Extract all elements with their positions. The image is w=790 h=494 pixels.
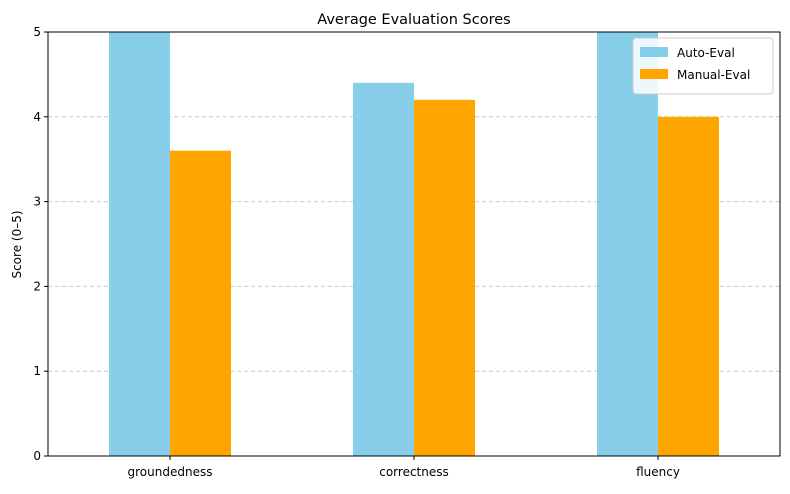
legend-swatch-auto-eval [640, 47, 668, 57]
bar-manual-eval-fluency [658, 116, 719, 457]
x-tick-label: correctness [379, 465, 449, 479]
y-tick-label: 2 [33, 279, 41, 293]
bar-auto-eval-groundedness [109, 32, 170, 456]
bar-auto-eval-correctness [353, 82, 414, 456]
chart-title: Average Evaluation Scores [317, 12, 510, 28]
y-tick-label: 3 [33, 195, 41, 209]
y-tick-label: 5 [33, 25, 41, 39]
bar-manual-eval-correctness [414, 99, 475, 456]
legend-label-auto-eval: Auto-Eval [677, 46, 735, 60]
bars [109, 32, 719, 457]
x-tick-label: groundedness [128, 465, 213, 479]
y-tick-label: 1 [33, 364, 41, 378]
legend-label-manual-eval: Manual-Eval [677, 68, 750, 82]
y-axis-label: Score (0–5) [10, 210, 24, 278]
bar-manual-eval-groundedness [170, 150, 231, 456]
x-tick-label: fluency [636, 465, 680, 479]
y-tick-label: 0 [33, 449, 41, 463]
y-axis-ticks: 0 1 2 3 4 5 [33, 25, 48, 463]
legend: Auto-Eval Manual-Eval [632, 37, 774, 95]
bar-auto-eval-fluency [597, 32, 658, 456]
plot-frame [47, 31, 781, 457]
x-axis-ticks: groundedness correctness fluency [128, 456, 680, 479]
y-tick-label: 4 [33, 110, 41, 124]
legend-swatch-manual-eval [640, 69, 668, 79]
